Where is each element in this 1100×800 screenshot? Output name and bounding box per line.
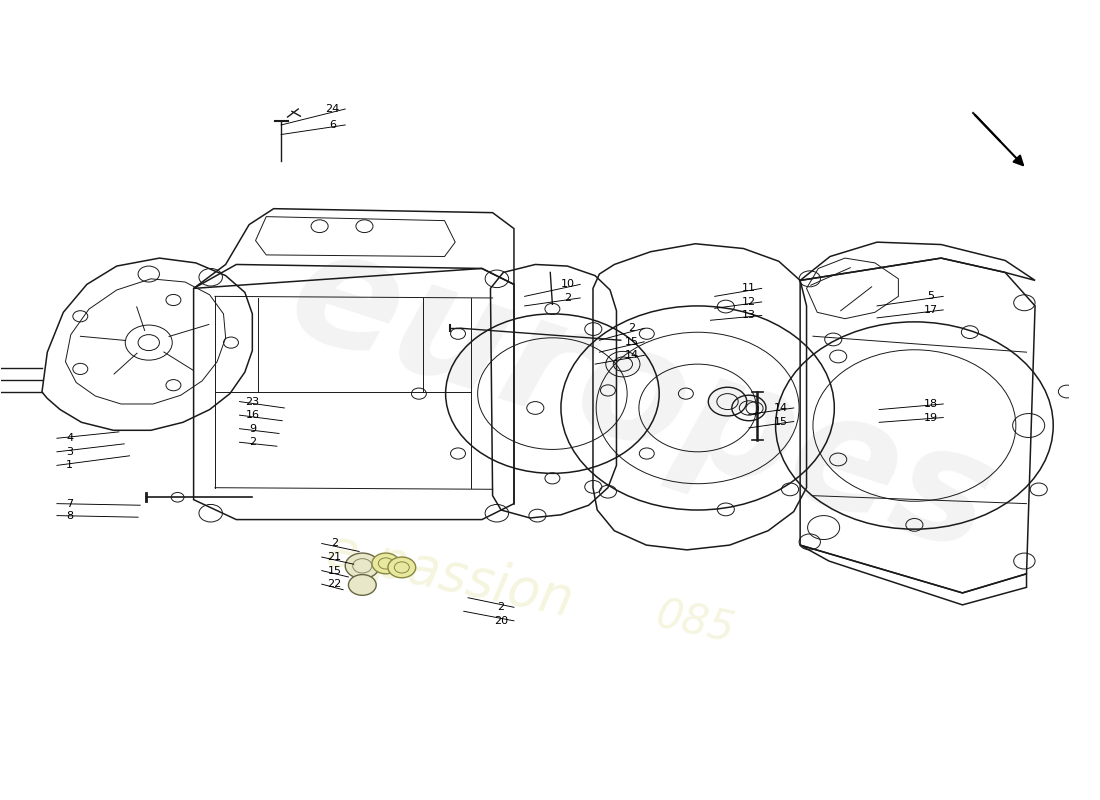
Text: 3: 3 bbox=[66, 447, 74, 457]
Circle shape bbox=[349, 574, 376, 595]
Text: europes: europes bbox=[272, 214, 1012, 586]
Text: 5: 5 bbox=[927, 291, 934, 302]
Text: 2: 2 bbox=[249, 438, 256, 447]
Text: 14: 14 bbox=[625, 350, 638, 360]
Text: 12: 12 bbox=[741, 297, 756, 307]
Text: 18: 18 bbox=[923, 399, 937, 409]
Text: 24: 24 bbox=[326, 104, 340, 114]
Text: 2: 2 bbox=[564, 293, 571, 303]
Text: 13: 13 bbox=[741, 310, 756, 321]
Text: 4: 4 bbox=[66, 434, 74, 443]
Text: 2: 2 bbox=[628, 323, 635, 334]
Circle shape bbox=[372, 553, 399, 574]
Text: 9: 9 bbox=[249, 424, 256, 434]
Text: 15: 15 bbox=[625, 337, 638, 347]
Text: 2: 2 bbox=[331, 538, 338, 549]
Text: 14: 14 bbox=[774, 403, 788, 413]
Circle shape bbox=[345, 553, 379, 578]
Text: 6: 6 bbox=[329, 120, 336, 130]
Text: 23: 23 bbox=[245, 397, 260, 406]
Text: 15: 15 bbox=[774, 417, 788, 426]
Circle shape bbox=[388, 557, 416, 578]
Text: a passion: a passion bbox=[322, 524, 578, 627]
Text: 15: 15 bbox=[328, 566, 342, 576]
Text: 085: 085 bbox=[652, 594, 739, 652]
Text: 10: 10 bbox=[560, 279, 574, 290]
Text: 11: 11 bbox=[741, 283, 756, 294]
Text: 21: 21 bbox=[328, 552, 342, 562]
Text: 8: 8 bbox=[66, 510, 74, 521]
Text: 17: 17 bbox=[923, 305, 937, 315]
Text: 16: 16 bbox=[245, 410, 260, 420]
Text: 19: 19 bbox=[923, 413, 937, 422]
Text: 1: 1 bbox=[66, 460, 74, 470]
Text: 22: 22 bbox=[328, 579, 342, 589]
Text: 7: 7 bbox=[66, 498, 74, 509]
Text: 20: 20 bbox=[494, 616, 508, 626]
Text: 2: 2 bbox=[497, 602, 505, 612]
